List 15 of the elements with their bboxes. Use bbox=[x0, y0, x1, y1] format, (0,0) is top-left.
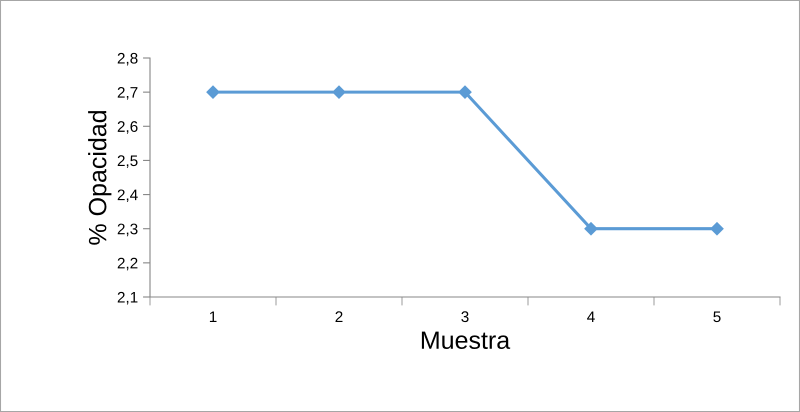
y-axis-title: % Opacidad bbox=[88, 111, 112, 245]
x-tick-label: 1 bbox=[210, 311, 217, 322]
y-tick-label: 2,4 bbox=[118, 189, 138, 202]
x-tick-label: 4 bbox=[587, 311, 595, 322]
y-tick-label: 2,6 bbox=[118, 121, 138, 134]
x-tick-label: 3 bbox=[461, 311, 469, 322]
x-tick-label: 5 bbox=[713, 311, 721, 322]
x-axis-title: Muestra bbox=[422, 332, 510, 350]
y-tick-label: 2,8 bbox=[118, 52, 138, 66]
y-tick-label: 2,2 bbox=[118, 258, 138, 270]
y-tick-label: 2,3 bbox=[118, 224, 138, 236]
y-tick-label: 2,5 bbox=[118, 155, 138, 168]
y-tick-label: 2,1 bbox=[118, 292, 138, 304]
x-tick-label: 2 bbox=[336, 311, 342, 322]
y-tick-label: 2,7 bbox=[118, 87, 138, 100]
